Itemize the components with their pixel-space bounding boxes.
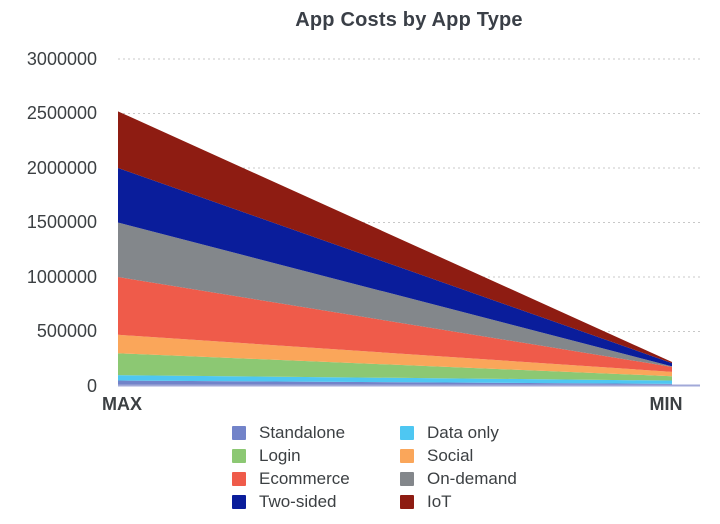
legend-item-standalone: Standalone [232,421,400,444]
area-band-social [118,334,672,377]
area-band-two-sided [118,168,672,367]
area-band-on-demand [118,222,672,367]
y-axis-tick-label-1000000: 1000000 [26,266,97,287]
y-axis-tick-label-3000000: 3000000 [26,48,97,69]
legend-item-data-only: Data only [400,421,517,444]
legend-swatch-icon [400,448,414,463]
area-band-login [118,353,672,381]
y-axis-tick-label-2000000: 2000000 [26,157,97,178]
legend-label: Data only [427,422,499,442]
legend-item-social: Social [400,444,517,467]
area-band-ecommerce [118,277,672,372]
legend-label: Login [259,445,301,465]
legend-item-ecommerce: Ecommerce [232,467,400,490]
legend-swatch-icon [400,471,414,486]
chart-legend: Standalone Data only Login Social Ecommerce O… [232,421,517,513]
legend-swatch-icon [232,471,246,486]
legend-label: Ecommerce [259,468,350,488]
x-axis-label-min: MIN [649,394,683,414]
legend-label: IoT [427,491,452,511]
legend-item-on-demand: On-demand [400,467,517,490]
legend-item-login: Login [232,444,400,467]
legend-swatch-icon [400,425,414,440]
area-band-data-only [118,375,672,384]
chart-title: App Costs by App Type [295,9,523,31]
legend-swatch-icon [400,494,414,509]
y-axis-tick-label-2500000: 2500000 [26,103,97,123]
y-axis-tick-label-1500000: 1500000 [26,212,97,232]
legend-label: Standalone [259,422,346,442]
legend-item-iot: IoT [400,490,517,513]
legend-item-two-sided: Two-sided [232,490,400,513]
legend-label: On-demand [427,468,517,488]
x-axis-label-max: MAX [102,394,142,414]
legend-swatch-icon [232,494,246,509]
legend-swatch-icon [232,448,246,463]
legend-label: Two-sided [259,491,337,511]
legend-label: Social [427,445,474,465]
y-axis-tick-label-500000: 500000 [36,321,97,341]
legend-swatch-icon [232,425,246,440]
y-axis-tick-label-0: 0 [86,375,97,396]
area-band-iot [118,111,672,364]
